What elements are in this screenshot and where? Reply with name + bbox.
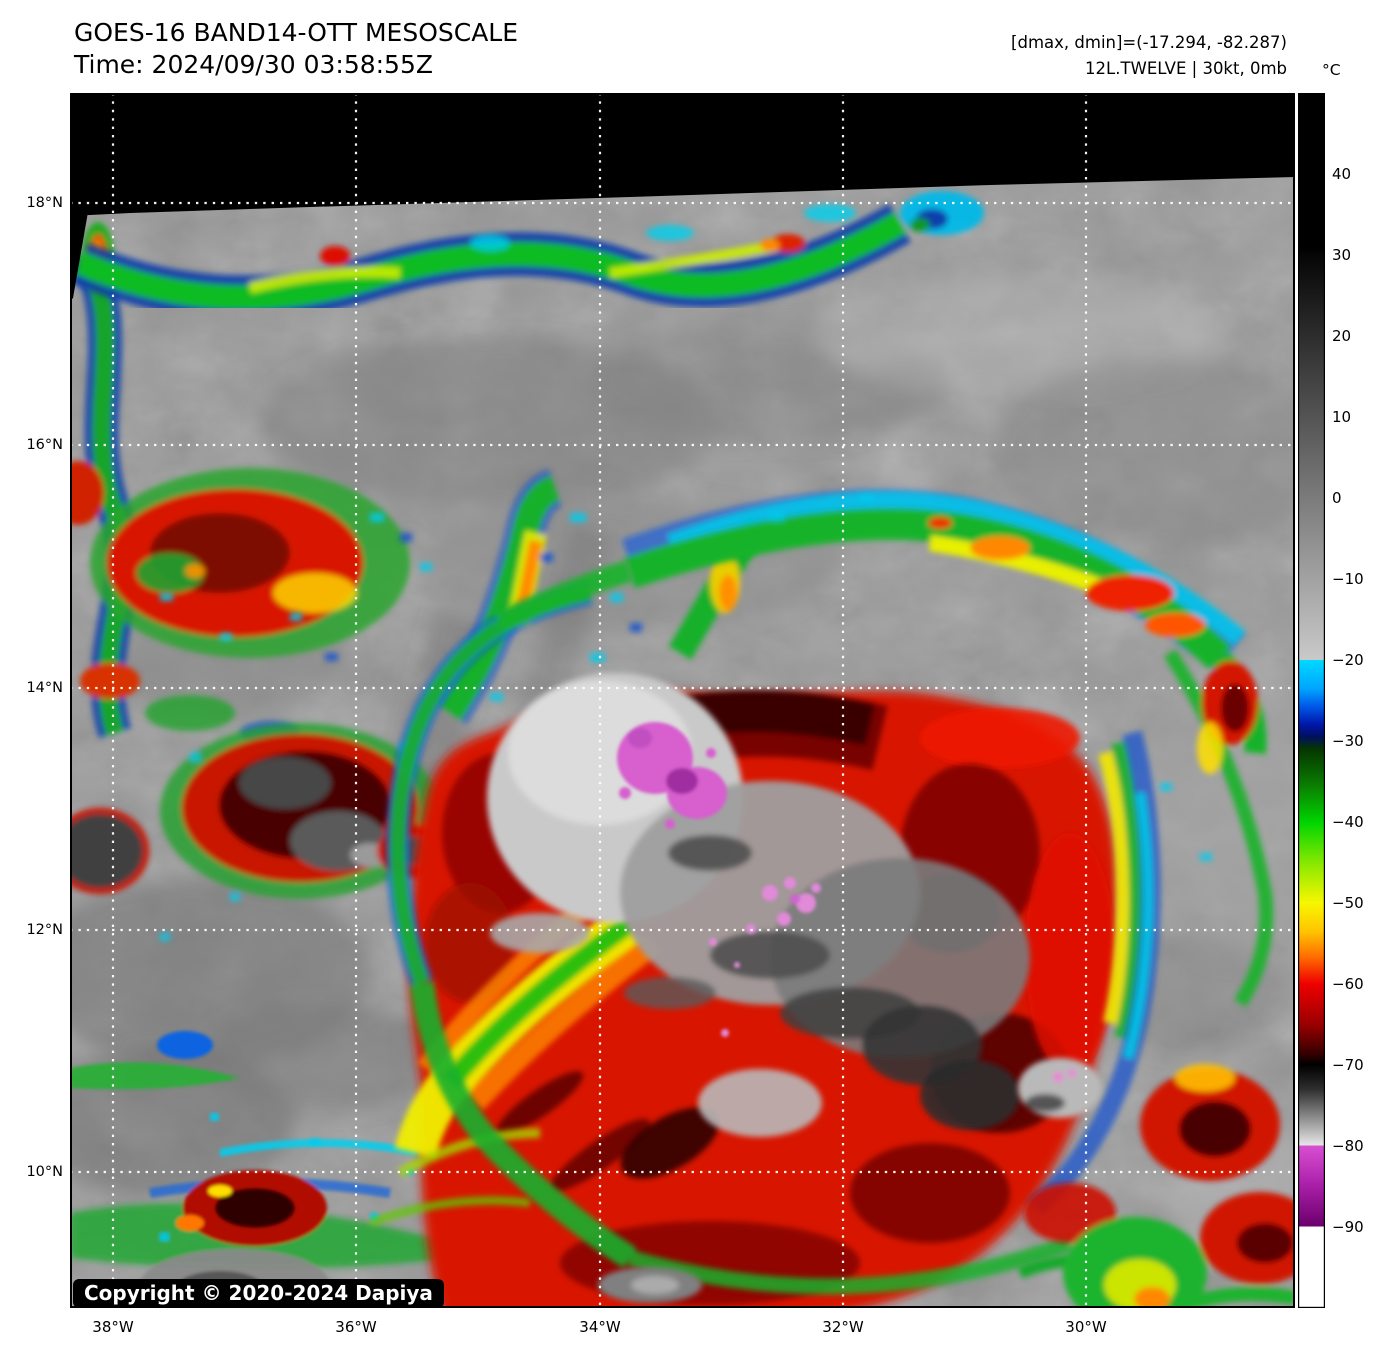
temperature-colorbar	[1298, 93, 1325, 1308]
west-convective-band	[70, 222, 410, 739]
map-border	[70, 93, 1295, 1308]
southeast-cells	[598, 1058, 1295, 1308]
latlon-gridlines	[70, 93, 1295, 1308]
lat-axis-label-16n: 16°N	[26, 437, 63, 453]
dmax-dmin-readout: [dmax, dmin]=(-17.294, -82.287)	[1011, 33, 1287, 52]
page-title: GOES-16 BAND14-OTT MESOSCALE	[74, 18, 519, 47]
colorbar-tick-m60: −60	[1332, 975, 1364, 993]
header-readouts: [dmax, dmin]=(-17.294, -82.287) 12L.TWEL…	[1011, 30, 1287, 82]
copyright-badge: Copyright © 2020-2024 Dapiya	[73, 1279, 444, 1308]
colorbar-tick-m70: −70	[1332, 1056, 1364, 1074]
colorbar-tick-m10: −10	[1332, 570, 1364, 588]
overshooting-tops-magenta	[617, 722, 821, 1037]
colorbar-tick-10: 10	[1332, 408, 1352, 426]
lon-axis-label-38w: 38°W	[92, 1318, 134, 1336]
colorbar-tick-m30: −30	[1332, 732, 1364, 750]
colorbar-tick-m20: −20	[1332, 651, 1364, 669]
lon-axis-label-36w: 36°W	[335, 1318, 377, 1336]
timestamp: Time: 2024/09/30 03:58:55Z	[74, 50, 433, 79]
colorbar-tick-m80: −80	[1332, 1137, 1364, 1155]
colorbar-tick-20: 20	[1332, 327, 1352, 345]
east-shear-band	[621, 489, 1274, 1007]
lat-axis-label-14n: 14°N	[26, 680, 63, 696]
colorbar-tick-0: 0	[1332, 489, 1342, 507]
colorbar-gradient	[1298, 93, 1325, 1308]
lon-axis-label-34w: 34°W	[579, 1318, 621, 1336]
colorbar-tick-m40: −40	[1332, 813, 1364, 831]
satellite-imagery	[70, 93, 1295, 1308]
lat-axis-label-12n: 12°N	[26, 922, 63, 938]
colorbar-tick-m50: −50	[1332, 894, 1364, 912]
satellite-map: Copyright © 2020-2024 Dapiya	[70, 93, 1295, 1308]
colorbar-tick-40: 40	[1332, 165, 1352, 183]
colorbar-tick-30: 30	[1332, 246, 1352, 264]
storm-main-cloud-shield	[368, 560, 1161, 1308]
no-data-region	[70, 93, 1295, 301]
lon-axis-label-30w: 30°W	[1065, 1318, 1107, 1336]
lon-axis-label-32w: 32°W	[822, 1318, 864, 1336]
lat-axis-label-18n: 18°N	[26, 195, 63, 211]
colorbar-tick-m90: −90	[1332, 1218, 1364, 1236]
storm-id-readout: 12L.TWELVE | 30kt, 0mb	[1085, 59, 1287, 78]
lat-axis-label-10n: 10°N	[26, 1164, 63, 1180]
north-convective-band	[71, 191, 984, 320]
colorbar-unit-label: °C	[1322, 61, 1341, 79]
